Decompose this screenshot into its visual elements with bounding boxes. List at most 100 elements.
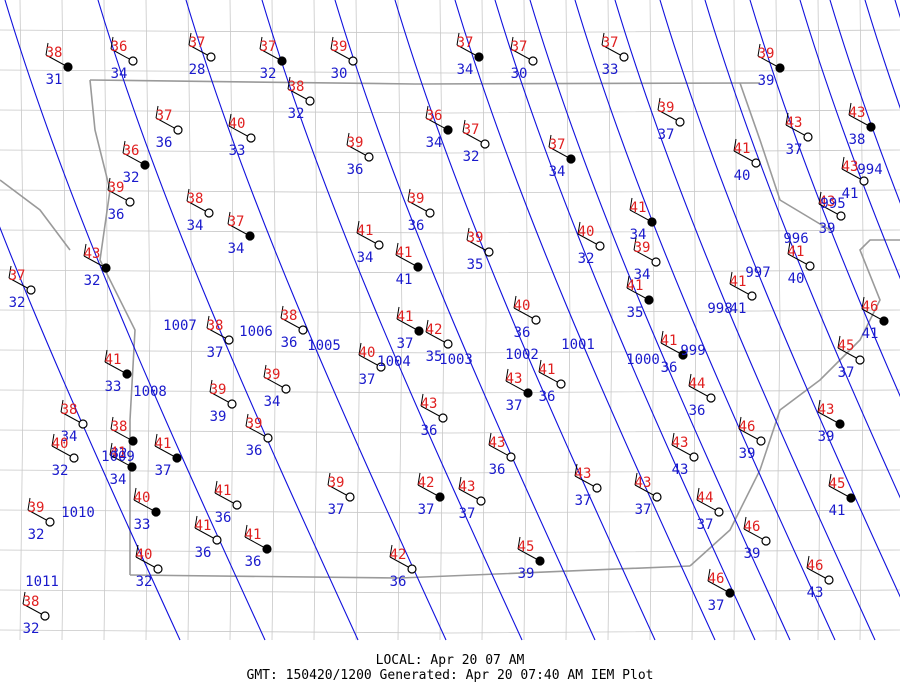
sky-cover (506, 452, 516, 462)
local-time: LOCAL: Apr 20 07 AM (376, 653, 525, 668)
wind-barb (462, 119, 466, 133)
station: 41 37 (396, 306, 424, 352)
sky-cover (535, 556, 545, 566)
dewpoint: 36 (390, 574, 407, 590)
wind-barb (513, 295, 517, 309)
temperature: 38 (61, 402, 78, 418)
temperature: 43 (786, 115, 803, 131)
station: 39 39 (757, 43, 785, 89)
wind-barb (358, 342, 362, 356)
temperature: 38 (207, 318, 224, 334)
county-line (649, 0, 655, 641)
temperature: 43 (459, 479, 476, 495)
dewpoint: 34 (634, 267, 651, 283)
dewpoint: 34 (357, 250, 374, 266)
wind-barb (206, 315, 210, 329)
temperature: 43 (506, 371, 523, 387)
sky-cover (484, 247, 494, 257)
isobar-label: 994 (857, 162, 882, 178)
isobar-line (454, 0, 716, 641)
dewpoint: 34 (61, 429, 78, 445)
county-line (0, 429, 900, 434)
generated-time: GMT: 150420/1200 Generated: Apr 20 07:40… (247, 668, 654, 683)
temperature: 43 (672, 435, 689, 451)
dewpoint: 34 (264, 394, 281, 410)
temperature: 42 (418, 475, 435, 491)
station: 43 37 (634, 472, 662, 518)
sky-cover (364, 152, 374, 162)
temperature: 41 (397, 309, 414, 325)
temperature: 42 (426, 322, 443, 338)
dewpoint: 36 (245, 554, 262, 570)
sky-cover (714, 507, 724, 517)
wind-barb (330, 36, 334, 50)
isobar-line (659, 0, 900, 598)
wind-barb (27, 497, 31, 511)
station: 43 37 (574, 463, 602, 509)
wind-barb (395, 242, 399, 256)
county-line (355, 0, 361, 641)
station: 41 33 (104, 349, 132, 395)
dewpoint: 35 (627, 305, 644, 321)
dewpoint: 32 (288, 106, 305, 122)
dewpoint: 43 (807, 585, 824, 601)
sky-cover (345, 492, 355, 502)
dewpoint: 32 (9, 295, 26, 311)
isobar-label: 1005 (307, 338, 341, 354)
sky-cover (836, 211, 846, 221)
temperature: 41 (195, 518, 212, 534)
wind-barb (633, 237, 637, 251)
wind-barb (817, 399, 821, 413)
isobar-label: 1006 (239, 324, 273, 340)
dewpoint: 32 (23, 621, 40, 637)
isobar-line (394, 0, 656, 641)
temperature: 37 (602, 35, 619, 51)
county-line (229, 0, 235, 641)
sky-cover (435, 492, 445, 502)
county-line (0, 69, 900, 74)
dewpoint: 37 (397, 336, 414, 352)
county-line (775, 0, 781, 641)
isobar-label: 995 (820, 196, 845, 212)
county-line (733, 0, 739, 641)
station: 37 28 (188, 32, 216, 78)
station: 41 40 (733, 138, 761, 184)
station: 42 35 (425, 319, 453, 365)
temperature: 41 (539, 362, 556, 378)
dewpoint: 39 (518, 566, 535, 582)
dewpoint: 33 (229, 143, 246, 159)
border (89, 79, 761, 85)
county-line (565, 0, 571, 641)
dewpoint: 39 (744, 546, 761, 562)
sky-cover (595, 241, 605, 251)
dewpoint: 41 (730, 301, 747, 317)
wind-barb (828, 473, 832, 487)
dewpoint: 36 (195, 545, 212, 561)
station: 43 39 (817, 399, 845, 445)
temperature: 37 (9, 268, 26, 284)
county-line (691, 0, 697, 641)
station: 37 32 (259, 36, 287, 82)
dewpoint: 36 (421, 423, 438, 439)
station: 37 30 (510, 36, 538, 82)
border (89, 79, 136, 575)
county-line (271, 0, 277, 641)
dewpoint: 39 (819, 221, 836, 237)
temperature: 37 (156, 108, 173, 124)
wind-barb (505, 368, 509, 382)
sky-cover (206, 52, 216, 62)
isobar-line (829, 0, 900, 204)
sky-cover (376, 362, 386, 372)
wind-barb (194, 515, 198, 529)
isobar-label: 998 (707, 301, 732, 317)
wind-barb (104, 349, 108, 363)
temperature: 36 (123, 143, 140, 159)
dewpoint: 36 (347, 162, 364, 178)
temperature: 40 (136, 547, 153, 563)
sky-cover (263, 433, 273, 443)
temperature: 39 (658, 100, 675, 116)
sky-cover (212, 535, 222, 545)
temperature: 37 (511, 39, 528, 55)
temperature: 41 (105, 352, 122, 368)
wind-barb (538, 359, 542, 373)
